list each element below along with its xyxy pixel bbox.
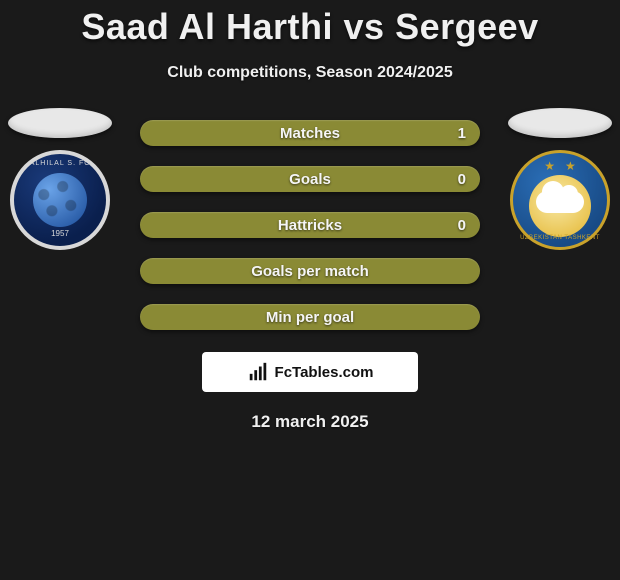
stat-right-value: 0 bbox=[458, 218, 466, 233]
subtitle: Club competitions, Season 2024/2025 bbox=[0, 64, 620, 82]
date-text: 12 march 2025 bbox=[0, 412, 620, 432]
stat-row-hattricks: Hattricks 0 bbox=[140, 212, 480, 238]
stat-row-matches: Matches 1 bbox=[140, 120, 480, 146]
stat-right-value: 0 bbox=[458, 172, 466, 187]
comparison-content: ALHILAL S. FC 1957 ★★ UZBEKISTAN TASHKEN… bbox=[0, 120, 620, 432]
stat-label: Goals bbox=[289, 172, 331, 187]
crest-right-stars-icon: ★★ bbox=[513, 159, 607, 173]
stat-row-goals-per-match: Goals per match bbox=[140, 258, 480, 284]
stat-row-min-per-goal: Min per goal bbox=[140, 304, 480, 330]
crest-right-cloud-icon bbox=[536, 191, 584, 213]
page-title: Saad Al Harthi vs Sergeev bbox=[0, 0, 620, 48]
club-crest-left: ALHILAL S. FC 1957 bbox=[10, 150, 110, 250]
club-crest-right: ★★ UZBEKISTAN TASHKENT bbox=[510, 150, 610, 250]
stat-right-value: 1 bbox=[458, 126, 466, 141]
crest-right-bottom-text: UZBEKISTAN TASHKENT bbox=[513, 235, 607, 241]
stat-label: Matches bbox=[280, 126, 340, 141]
stat-label: Hattricks bbox=[278, 218, 342, 233]
player-right-avatar bbox=[508, 108, 612, 138]
player-left-avatar bbox=[8, 108, 112, 138]
bar-chart-icon bbox=[247, 361, 269, 383]
attribution-text: FcTables.com bbox=[275, 364, 374, 381]
attribution-badge[interactable]: FcTables.com bbox=[202, 352, 418, 392]
player-right-wrap: ★★ UZBEKISTAN TASHKENT bbox=[500, 108, 620, 250]
crest-left-ball-icon bbox=[33, 173, 87, 227]
stat-label: Goals per match bbox=[251, 264, 369, 279]
crest-left-top-text: ALHILAL S. FC bbox=[14, 160, 106, 167]
crest-left-bottom-text: 1957 bbox=[14, 229, 106, 238]
stat-label: Min per goal bbox=[266, 310, 354, 325]
stat-row-goals: Goals 0 bbox=[140, 166, 480, 192]
stat-rows: Matches 1 Goals 0 Hattricks 0 Goals per … bbox=[140, 120, 480, 330]
player-left-wrap: ALHILAL S. FC 1957 bbox=[0, 108, 120, 250]
